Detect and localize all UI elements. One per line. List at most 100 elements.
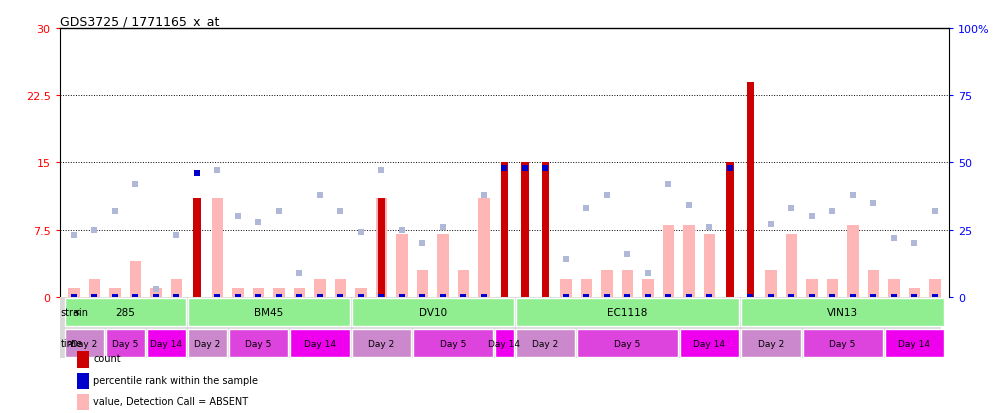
Bar [130,261,141,297]
Point [907,294,922,300]
Bar [765,270,776,297]
Bar [109,288,120,297]
Text: Day 14: Day 14 [488,339,521,348]
Point [107,208,123,215]
Bar [78,394,89,410]
Bar [290,329,350,357]
Point [743,294,758,300]
Point [66,294,82,300]
Point [148,286,164,292]
Point [783,205,799,212]
Bar [742,329,800,357]
Point [866,294,882,300]
Bar [501,163,508,297]
Bar [352,298,514,327]
Text: time: time [61,338,83,348]
Bar [78,351,89,368]
Point [538,294,554,300]
Point [374,294,390,300]
Bar [88,279,100,297]
Point [271,294,287,300]
Bar [458,270,469,297]
Bar [147,329,186,357]
Text: Day 2: Day 2 [757,339,784,348]
Bar [803,329,883,357]
Bar [273,288,284,297]
Point [722,294,738,300]
Point [394,294,410,300]
Bar [252,288,264,297]
Point [455,294,471,300]
Bar [746,83,754,297]
Bar [212,199,223,297]
Point [107,294,123,300]
Bar [742,298,944,327]
Point [845,294,861,300]
Point [414,294,430,300]
Point [722,165,738,172]
Bar [150,288,162,297]
Point [681,203,697,209]
Bar [561,279,572,297]
Bar [786,235,797,297]
Bar [314,279,326,297]
Point [907,240,922,247]
Point [127,181,143,188]
Text: Day 14: Day 14 [304,339,336,348]
Point [619,294,635,300]
Point [660,294,676,300]
Bar [335,279,346,297]
Point [250,219,266,225]
Bar [827,279,838,297]
Point [250,294,266,300]
Point [127,294,143,300]
Point [86,294,102,300]
Text: Day 5: Day 5 [112,339,138,348]
Bar [495,329,514,357]
Point [783,294,799,300]
Bar [806,279,818,297]
Point [169,232,185,239]
Bar [542,163,549,297]
Point [927,208,943,215]
Point [538,165,554,172]
Bar [416,270,428,297]
Text: value, Detection Call = ABSENT: value, Detection Call = ABSENT [93,396,248,406]
Point [579,205,594,212]
Bar [889,279,900,297]
Bar [622,270,633,297]
Text: Day 14: Day 14 [899,339,930,348]
Text: Day 5: Day 5 [829,339,856,348]
Text: Day 5: Day 5 [246,339,271,348]
Text: GDS3725 / 1771165_x_at: GDS3725 / 1771165_x_at [60,15,219,28]
Bar [909,288,920,297]
Point [702,294,718,300]
Text: strain: strain [61,308,88,318]
Point [66,232,82,239]
Bar [868,270,879,297]
Bar [680,329,740,357]
Point [333,294,349,300]
Bar [188,298,350,327]
Bar [233,288,244,297]
Bar [65,298,186,327]
Bar [478,199,490,297]
Bar [727,163,734,297]
Point [333,208,349,215]
Bar [194,199,201,297]
Point [374,168,390,174]
Bar [437,235,448,297]
Point [763,221,779,228]
Bar [578,329,678,357]
Text: Day 2: Day 2 [369,339,395,348]
Point [640,270,656,276]
Bar [294,288,305,297]
Point [455,294,471,300]
Point [353,230,369,236]
Bar [376,199,387,297]
Point [824,294,840,300]
Point [210,168,226,174]
Point [230,214,246,220]
Point [558,294,574,300]
Bar [704,235,715,297]
